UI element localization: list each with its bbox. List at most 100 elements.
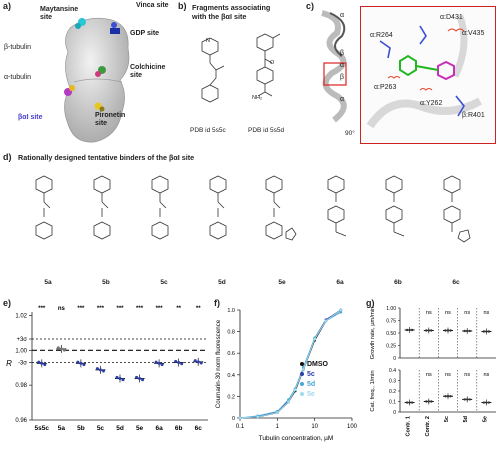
e-x-tick-label: 5d [116,425,124,432]
e-y-tick-label: -3σ [18,361,27,367]
e-x-tick-label: 5e [136,425,144,432]
f-y-tick-label: 0.4 [227,373,235,379]
e-x-tick-label: 6c [195,425,203,432]
f-data-point-5d [339,310,343,314]
g-bottom-significance-label: ns [426,372,432,378]
e-significance-label: ** [196,306,201,312]
panel-a-label: a) [3,1,12,11]
g-bottom-data-point [449,395,452,398]
g-bottom-x-tick-label: 5c [444,416,450,422]
g-bottom-data-point [485,401,488,404]
chain-label-1: α [340,12,345,19]
dynamics-charts: 0 0.25 0.50 0.75 1.00 Growth rate, µm/min ns ns… [370,306,496,436]
g-bottom-x-tick-label: Contr. 1 [406,416,412,436]
g-bottom-data-point [410,401,414,404]
e-data-point [177,361,181,365]
g-bottom-significance-label: ns [445,372,451,378]
g-bottom-y-tick-label: 0 [393,410,396,416]
f-data-point-5e [313,337,317,341]
compound-6c-label: 6c [452,279,460,286]
g-bottom-x-tick-label: 5e [482,416,488,422]
g-top-data-point [408,328,411,332]
panel-b-title-line1: Fragments associating [192,3,271,12]
compound-5a-label: 5a [44,279,52,286]
g-top-data-point [430,329,433,332]
e-data-point [115,375,119,379]
g-top-significance-label: ns [426,310,432,316]
compound-5d-label: 5d [218,279,226,286]
f-x-axis-label: Tubulin concentration, µM [259,435,334,442]
e-data-point [157,361,161,365]
f-data-point-5e [293,388,297,392]
g-bottom-data-point [482,401,486,404]
g-top-data-point [468,329,471,333]
f-data-point-5e [324,319,328,323]
e-data-point [138,377,142,381]
g-top-y-tick-label: 0 [393,356,396,362]
g-bottom-data-point [405,401,409,404]
colchicine-site-label: Colchicine site [130,64,166,79]
e-significance-label: *** [77,306,85,312]
e-data-point [174,359,178,363]
residue-p263: α:P263 [374,84,397,91]
panel-b-title: Fragments associating with the βαI site [192,3,271,21]
e-significance-label: *** [38,306,46,312]
pdb-5s5d-label: PDB id 5s5d [248,127,285,134]
f-y-tick-label: 1.0 [227,308,235,314]
e-data-point [118,377,122,381]
g-top-data-point [463,329,466,333]
fragment-structures [201,33,281,103]
f-y-tick-label: 0.2 [227,394,235,400]
beta-tubulin-label: β-tubulin [4,44,31,51]
panel-b-title-line2: with the βαI site [192,11,247,21]
e-y-tick-label: 1.02 [15,313,27,319]
f-x-tick-label: 0.1 [236,424,245,430]
g-bottom-y-tick-label: 0.4 [389,368,396,374]
f-y-tick-label: 0.6 [227,351,235,357]
f-x-tick-label: 1 [276,424,280,430]
e-data-point [180,362,184,366]
rotation-label: 90° [345,130,355,137]
e-y-tick-label: 1.00 [15,348,27,354]
g-bottom-x-tick-label: 5d [463,416,469,422]
g-top-significance-label: ns [445,310,451,316]
g-bottom-data-point [408,401,411,404]
e-data-point [95,367,99,371]
compound-6a-label: 6a [336,279,344,286]
e-data-point [82,363,86,367]
pironetin-ligand [94,102,105,112]
chain-label-5: α [340,96,345,103]
residue-v435: α:V435 [462,30,485,37]
r-ratio-chart: 1.02 +3σ 1.00 -3σ 0.98 0.96 R 5s5c *** 5a ns 5b *** 5… [6,306,208,432]
panel-d-title: Rationally designed tentative binders of… [18,153,195,162]
tubulin-structure-image [64,17,130,143]
e-data-point [37,360,41,364]
g-top-data-point [487,330,491,333]
protein-ribbon-overview [321,10,347,123]
panel-e-label: e) [3,298,12,308]
fragment-nh2-label: NH₂ [252,95,263,101]
g-top-data-point [405,328,409,332]
f-data-point-5e [275,411,279,414]
e-data-point [43,363,47,367]
f-legend-marker [300,382,304,386]
g-bottom-data-point [446,395,450,398]
f-data-point-5e [339,308,343,312]
e-x-tick-label: 5b [77,425,85,432]
panel-g-label: g) [366,298,375,308]
e-y-tick-label: +3σ [16,337,27,343]
gdp-site-label: GDP site [130,30,160,37]
e-x-tick-label: 6a [155,425,163,432]
f-legend-label: DMSO [307,361,329,368]
f-legend-marker [300,362,304,366]
f-data-point-5e [256,415,260,419]
f-x-tick-label: 10 [311,424,318,430]
e-significance-label: *** [116,306,124,312]
e-x-tick-label: 6b [175,425,183,432]
e-data-point [160,363,164,367]
e-y-tick-label: 0.96 [15,418,27,424]
g-top-y-tick-label: 0.75 [386,319,396,325]
compound-5b-label: 5b [102,279,110,286]
e-data-point [98,368,102,372]
f-legend-label: 5e [307,391,315,398]
